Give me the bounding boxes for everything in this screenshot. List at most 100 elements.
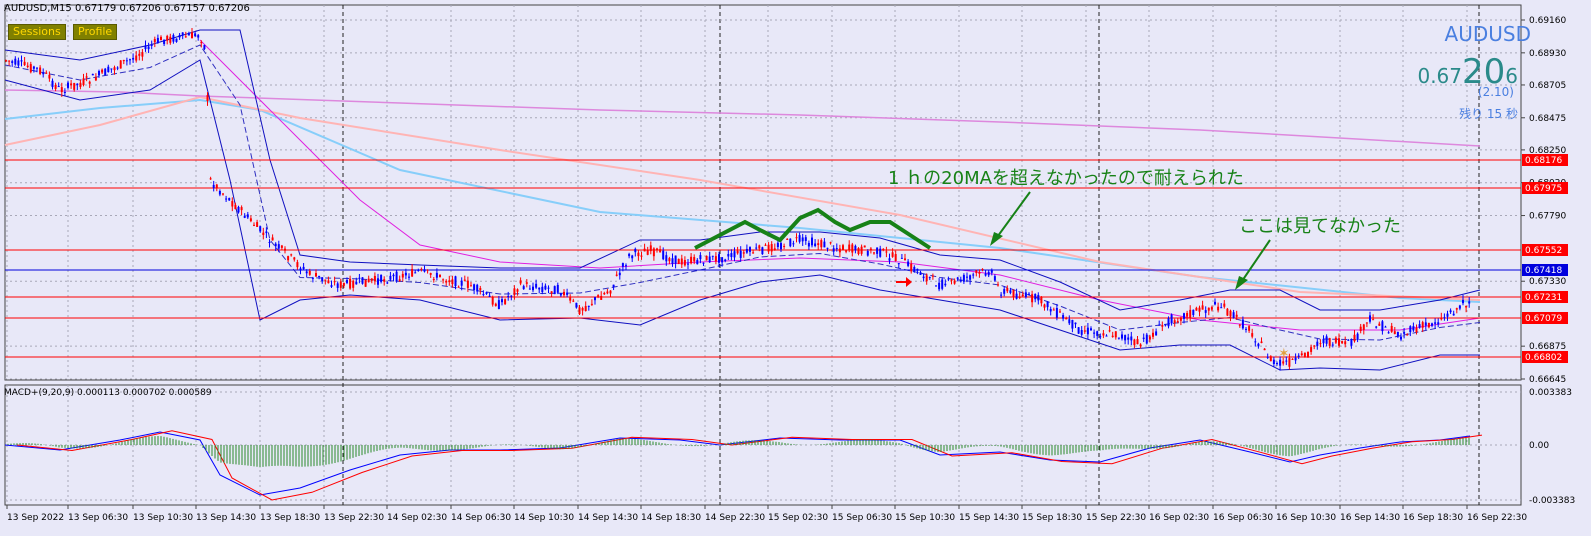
candle-body <box>1427 322 1430 328</box>
price-change: (2.10) <box>1477 85 1514 99</box>
candle-body <box>5 60 7 62</box>
candle-body <box>789 238 792 247</box>
candle-body <box>1052 309 1055 311</box>
candle-body <box>1260 341 1263 344</box>
candle-body <box>609 290 612 294</box>
candle-body <box>1285 360 1288 362</box>
candle-body <box>54 84 57 89</box>
macd-label: MACD+(9,20,9) 0.000113 0.000702 0.000589 <box>4 388 212 398</box>
time-tick-label: 14 Sep 18:30 <box>641 513 701 523</box>
candle-body <box>401 273 404 278</box>
candle-body <box>547 287 550 289</box>
price-tick-label: 0.66645 <box>1529 375 1566 385</box>
price-tick-label: 0.68930 <box>1529 49 1566 59</box>
candle-body <box>683 260 686 266</box>
time-tick-label: 13 Sep 22:30 <box>324 513 384 523</box>
main-panel-frame <box>4 4 1522 381</box>
candle-body <box>1313 345 1316 347</box>
candle-body <box>677 258 680 265</box>
candle-body <box>485 292 488 294</box>
candle-body <box>110 68 113 70</box>
candle-body <box>1114 331 1117 338</box>
candle-body <box>674 255 677 264</box>
candle-body <box>395 271 398 282</box>
candle-body <box>745 248 748 253</box>
candle-body <box>367 278 370 283</box>
candle-body <box>20 60 23 62</box>
candle-body <box>1179 317 1182 321</box>
candle-body <box>63 91 66 93</box>
candle-body <box>857 248 860 255</box>
candle-body <box>39 67 42 74</box>
candle-body <box>501 299 503 303</box>
candle-body <box>491 297 494 305</box>
candle-body <box>1338 338 1340 346</box>
candle-body <box>730 253 733 258</box>
candle-body <box>253 224 255 226</box>
candle-body <box>625 265 627 267</box>
candle-body <box>1043 304 1046 308</box>
profile-button[interactable]: Profile <box>73 24 118 40</box>
candle-body <box>1303 352 1306 358</box>
candle-body <box>101 69 104 73</box>
candle-body <box>941 279 944 289</box>
candle-body <box>1310 347 1313 352</box>
candle-body <box>795 237 798 239</box>
candle-body <box>150 44 153 46</box>
candle-body <box>194 33 197 36</box>
candle-body <box>854 245 857 251</box>
candle-body <box>470 285 472 287</box>
candle-body <box>1059 311 1061 313</box>
candle-body <box>377 278 379 285</box>
candle-body <box>160 36 162 41</box>
candle-body <box>311 277 314 279</box>
candle-body <box>231 201 234 207</box>
candle-body <box>494 303 497 306</box>
candle-body <box>897 263 900 265</box>
candle-body <box>1105 335 1108 337</box>
candle-body <box>510 295 513 297</box>
candle-body <box>184 36 187 38</box>
hline-label-bg <box>1522 264 1568 276</box>
candle-body <box>665 255 668 262</box>
candle-body <box>138 53 141 56</box>
candle-body <box>29 64 32 73</box>
candle-body <box>761 247 764 255</box>
candle-body <box>1189 309 1192 318</box>
candle-body <box>132 57 135 60</box>
candle-body <box>262 232 265 236</box>
candle-body <box>466 280 469 288</box>
hline-label-bg <box>1522 312 1568 324</box>
candle-body <box>640 255 643 257</box>
candle-body <box>807 242 810 247</box>
candle-body <box>280 245 283 248</box>
candle-body <box>829 242 832 244</box>
candle-body <box>1198 307 1201 312</box>
sessions-button[interactable]: Sessions <box>8 24 66 40</box>
candle-body <box>318 275 321 278</box>
candle-body <box>249 218 252 222</box>
candle-body <box>1372 319 1375 321</box>
candle-body <box>417 269 420 271</box>
time-tick-label: 14 Sep 06:30 <box>451 513 511 523</box>
candle-body <box>1183 313 1185 319</box>
candle-body <box>981 268 984 270</box>
price-tick-label: 0.68250 <box>1529 146 1566 156</box>
candle-body <box>315 273 317 277</box>
hline-label-bg <box>1522 182 1568 194</box>
candle-body <box>597 295 600 297</box>
candle-body <box>104 68 107 76</box>
candle-body <box>811 237 813 246</box>
candle-body <box>1412 326 1415 331</box>
candle-body <box>1365 322 1368 324</box>
candle-body <box>370 278 373 281</box>
candle-body <box>163 39 166 45</box>
candle-body <box>8 60 11 62</box>
candle-body <box>432 278 435 281</box>
candle-body <box>57 86 60 88</box>
candle-body <box>113 67 116 71</box>
candle-body <box>696 259 699 265</box>
candle-body <box>42 72 45 75</box>
